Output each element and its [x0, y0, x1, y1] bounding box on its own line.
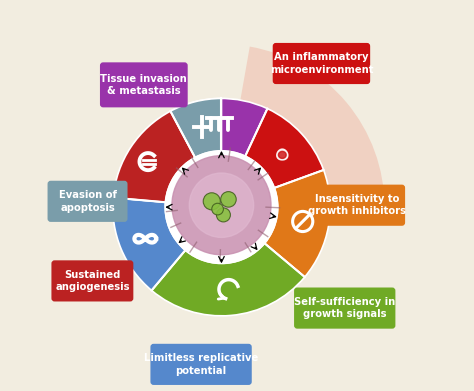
Wedge shape: [171, 99, 267, 158]
FancyBboxPatch shape: [100, 62, 188, 108]
FancyBboxPatch shape: [273, 43, 370, 84]
Text: Evasion of
apoptosis: Evasion of apoptosis: [58, 190, 117, 213]
Wedge shape: [171, 99, 221, 158]
Text: Tissue invasion
& metastasis: Tissue invasion & metastasis: [100, 74, 187, 96]
Wedge shape: [113, 198, 185, 291]
Wedge shape: [245, 109, 324, 188]
Circle shape: [172, 156, 271, 255]
Text: An inflammatory
microenvironment: An inflammatory microenvironment: [270, 52, 373, 75]
Circle shape: [189, 173, 254, 237]
Wedge shape: [227, 47, 384, 207]
FancyBboxPatch shape: [294, 287, 395, 329]
Wedge shape: [264, 170, 330, 277]
Circle shape: [212, 203, 223, 215]
Circle shape: [203, 193, 220, 210]
Text: Limitless replicative
potential: Limitless replicative potential: [144, 353, 258, 376]
FancyBboxPatch shape: [52, 260, 133, 301]
Wedge shape: [152, 243, 305, 316]
FancyBboxPatch shape: [310, 185, 405, 226]
Circle shape: [221, 192, 236, 207]
FancyBboxPatch shape: [150, 344, 252, 385]
FancyBboxPatch shape: [47, 181, 128, 222]
Circle shape: [165, 151, 278, 264]
Text: Sustained
angiogenesis: Sustained angiogenesis: [55, 270, 129, 292]
Polygon shape: [278, 151, 286, 158]
Text: Self-sufficiency in
growth signals: Self-sufficiency in growth signals: [294, 297, 395, 319]
Text: Insensitivity to
growth inhibitors: Insensitivity to growth inhibitors: [309, 194, 406, 216]
Polygon shape: [277, 149, 288, 160]
Circle shape: [217, 208, 230, 222]
Wedge shape: [113, 111, 195, 202]
